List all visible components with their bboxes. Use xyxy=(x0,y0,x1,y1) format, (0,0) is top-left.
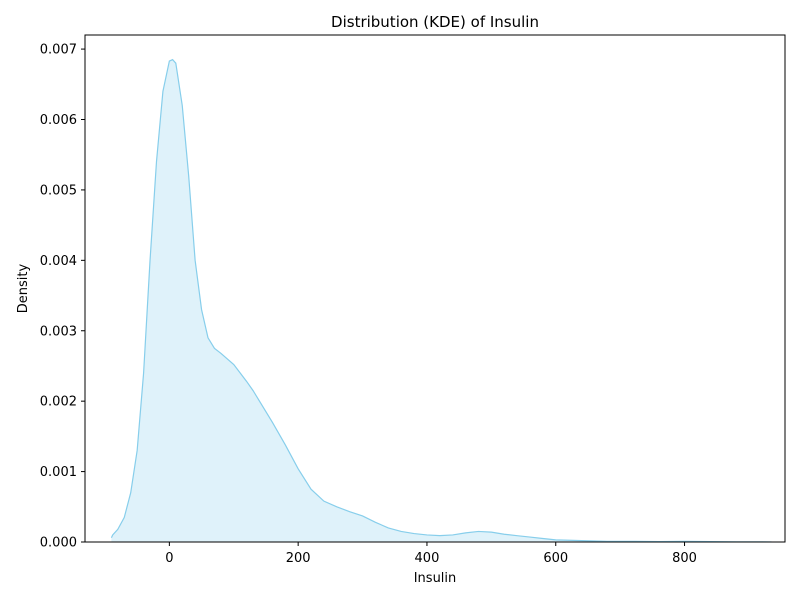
x-axis-title: Insulin xyxy=(414,571,457,586)
y-tick-label: 0.000 xyxy=(40,536,77,551)
y-tick-label: 0.002 xyxy=(40,395,77,410)
y-tick-label: 0.007 xyxy=(40,43,77,58)
kde-area-fill xyxy=(111,59,772,543)
x-tick-label: 200 xyxy=(286,551,311,566)
x-axis: 0 200 400 600 800 xyxy=(165,542,697,566)
x-tick-label: 400 xyxy=(415,551,440,566)
plot-frame xyxy=(84,34,786,543)
y-tick-label: 0.005 xyxy=(40,183,77,198)
y-axis-title: Density xyxy=(16,263,31,313)
y-tick-label: 0.004 xyxy=(40,254,77,269)
y-tick-label: 0.003 xyxy=(40,324,77,339)
plot-area xyxy=(110,58,772,543)
kde-density-line xyxy=(110,58,772,543)
x-tick-label: 600 xyxy=(543,551,568,566)
y-tick-label: 0.001 xyxy=(40,465,77,480)
x-tick-label: 0 xyxy=(165,551,173,566)
chart-title: Distribution (KDE) of Insulin xyxy=(331,13,539,31)
y-axis: 0.000 0.001 0.002 0.003 0.004 0.005 0.006 0.007 xyxy=(40,43,85,551)
y-tick-label: 0.006 xyxy=(40,113,77,128)
x-tick-label: 800 xyxy=(672,551,697,566)
